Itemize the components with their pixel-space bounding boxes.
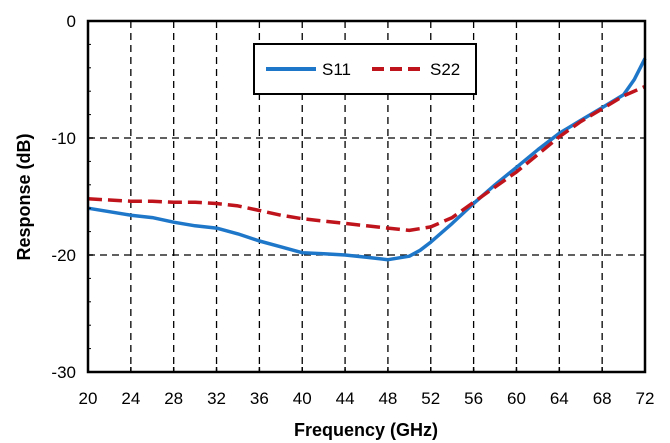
series-line-s11 bbox=[87, 57, 647, 262]
x-tick-label: 52 bbox=[421, 389, 440, 408]
series-line-s22 bbox=[87, 84, 646, 233]
legend-label-s22: S22 bbox=[430, 60, 460, 79]
y-tick-label: 0 bbox=[67, 12, 76, 31]
x-tick-label: 32 bbox=[207, 389, 226, 408]
plot-frame bbox=[86, 19, 647, 374]
x-tick-label: 28 bbox=[164, 389, 183, 408]
x-tick-label: 56 bbox=[464, 389, 483, 408]
x-tick-label: 72 bbox=[636, 389, 655, 408]
x-tick-label: 44 bbox=[336, 389, 355, 408]
grid bbox=[88, 21, 645, 372]
y-axis-title: Response (dB) bbox=[14, 133, 34, 260]
y-tick-label: -10 bbox=[51, 129, 76, 148]
series-layer bbox=[87, 57, 647, 262]
x-axis-title: Frequency (GHz) bbox=[294, 420, 438, 440]
x-tick-label: 64 bbox=[550, 389, 569, 408]
x-tick-label: 48 bbox=[378, 389, 397, 408]
y-tick-label: -30 bbox=[51, 363, 76, 382]
y-tick-label: -20 bbox=[51, 246, 76, 265]
legend-label-s11: S11 bbox=[322, 60, 351, 79]
x-tick-label: 36 bbox=[250, 389, 269, 408]
x-tick-label: 20 bbox=[79, 389, 98, 408]
x-tick-label: 40 bbox=[293, 389, 312, 408]
ticks: 20 24 28 32 36 40 44 48 52 56 60 64 68 72 0 -10 -20 -30 bbox=[51, 12, 654, 408]
x-tick-label: 60 bbox=[507, 389, 526, 408]
x-tick-label: 68 bbox=[593, 389, 612, 408]
x-tick-label: 24 bbox=[121, 389, 140, 408]
legend: S11 S22 bbox=[253, 43, 477, 95]
